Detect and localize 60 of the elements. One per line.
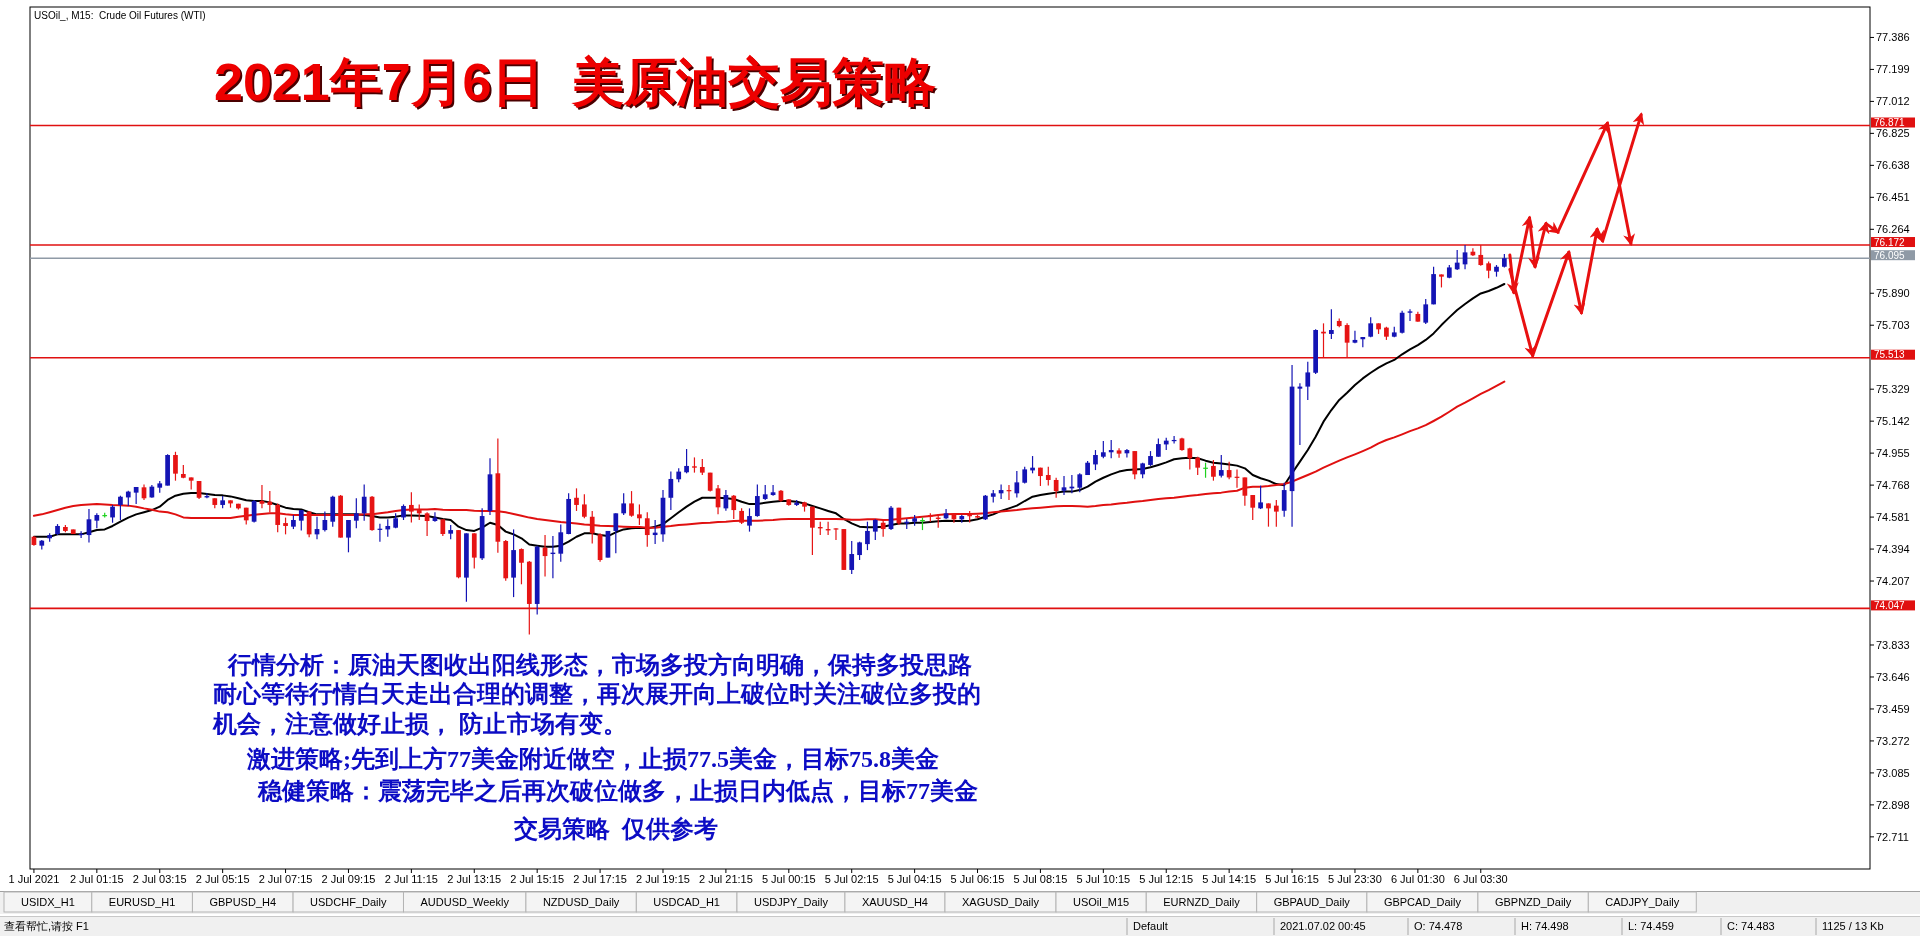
y-tick-label: 76.451: [1876, 191, 1910, 204]
x-tick-label: 2 Jul 07:15: [258, 873, 313, 885]
ref-line-label: 75.513: [1874, 349, 1906, 361]
y-tick-label: 75.703: [1876, 319, 1910, 332]
text: 2021年7月6日 美原油交易策略: [214, 53, 937, 111]
ref-line-label: 74.047: [1874, 599, 1906, 611]
y-tick-label: 74.207: [1876, 575, 1910, 588]
annotation: 激进策略;先到上方77美金附近做空，止损77.5美金，目标75.8美金: [246, 745, 939, 772]
y-tick-label: 74.955: [1876, 447, 1910, 460]
annotation: 交易策略 仅供参考: [513, 816, 718, 842]
y-tick-label: 75.890: [1876, 287, 1910, 300]
y-tick-label: 73.646: [1876, 670, 1910, 683]
y-tick-label: 77.199: [1876, 63, 1910, 76]
y-tick-label: 73.459: [1876, 702, 1910, 715]
annotation: 行情分析：原油天图收出阳线形态，市场多投方向明确，保持多投思路: [227, 651, 972, 678]
chart-subtitle: USOil_, M15: Crude Oil Futures (WTI): [34, 10, 206, 21]
x-tick-label: 5 Jul 08:15: [1013, 873, 1068, 885]
y-tick-label: 72.711: [1876, 830, 1909, 843]
x-tick-label: 2 Jul 13:15: [447, 873, 502, 885]
x-tick-label: 2 Jul 15:15: [510, 873, 565, 885]
y-tick-label: 72.898: [1876, 798, 1910, 811]
y-tick-label: 77.012: [1876, 95, 1910, 108]
x-tick-label: 5 Jul 16:15: [1265, 873, 1319, 885]
x-tick-label: 5 Jul 14:15: [1202, 873, 1257, 885]
ref-line-label: 76.871: [1874, 117, 1906, 128]
x-tick-label: 2 Jul 05:15: [195, 873, 250, 885]
x-tick-label: 2 Jul 19:15: [636, 873, 690, 885]
y-tick-label: 73.085: [1876, 766, 1910, 779]
x-tick-label: 2 Jul 03:15: [132, 873, 187, 885]
x-tick-label: 6 Jul 01:30: [1390, 873, 1445, 885]
y-tick-label: 76.264: [1876, 223, 1910, 236]
ref-line-label: 76.095: [1874, 249, 1906, 261]
y-tick-label: 76.638: [1876, 159, 1910, 172]
y-tick-label: 73.272: [1876, 734, 1910, 747]
y-tick-label: 76.825: [1876, 127, 1910, 140]
x-tick-label: 2 Jul 09:15: [321, 873, 376, 885]
x-tick-label: 2 Jul 17:15: [573, 873, 627, 885]
x-tick-label: 5 Jul 23:30: [1328, 873, 1382, 885]
x-tick-label: 2 Jul 01:15: [69, 873, 124, 885]
y-tick-label: 75.142: [1876, 415, 1910, 428]
x-tick-label: 5 Jul 06:15: [950, 873, 1005, 885]
x-tick-label: 2 Jul 21:15: [698, 873, 753, 885]
annotation: 稳健策略：震荡完毕之后再次破位做多，止损日内低点，目标77美金: [257, 777, 978, 804]
y-tick-label: 75.329: [1876, 383, 1910, 396]
y-tick-label: 74.768: [1876, 479, 1910, 492]
annotation: 耐心等待行情白天走出合理的调整，再次展开向上破位时关注破位多投的: [213, 681, 981, 707]
annotation: 机会，注意做好止损， 防止市场有变。: [212, 711, 627, 737]
ref-line-label: 76.172: [1874, 236, 1906, 248]
y-tick-label: 74.394: [1876, 543, 1910, 556]
x-tick-label: 5 Jul 02:15: [824, 873, 879, 885]
y-tick-label: 77.386: [1876, 31, 1910, 44]
y-tick-label: 74.581: [1876, 511, 1910, 524]
x-tick-label: 5 Jul 12:15: [1139, 873, 1194, 885]
x-tick-label: 2 Jul 11:15: [384, 873, 438, 885]
x-tick-label: 5 Jul 00:15: [761, 873, 816, 885]
x-tick-label: 5 Jul 10:15: [1076, 873, 1131, 885]
x-tick-label: 1 Jul 2021: [8, 873, 60, 885]
y-tick-label: 73.833: [1876, 638, 1910, 651]
x-tick-label: 6 Jul 03:30: [1453, 873, 1508, 885]
x-tick-label: 5 Jul 04:15: [887, 873, 942, 885]
